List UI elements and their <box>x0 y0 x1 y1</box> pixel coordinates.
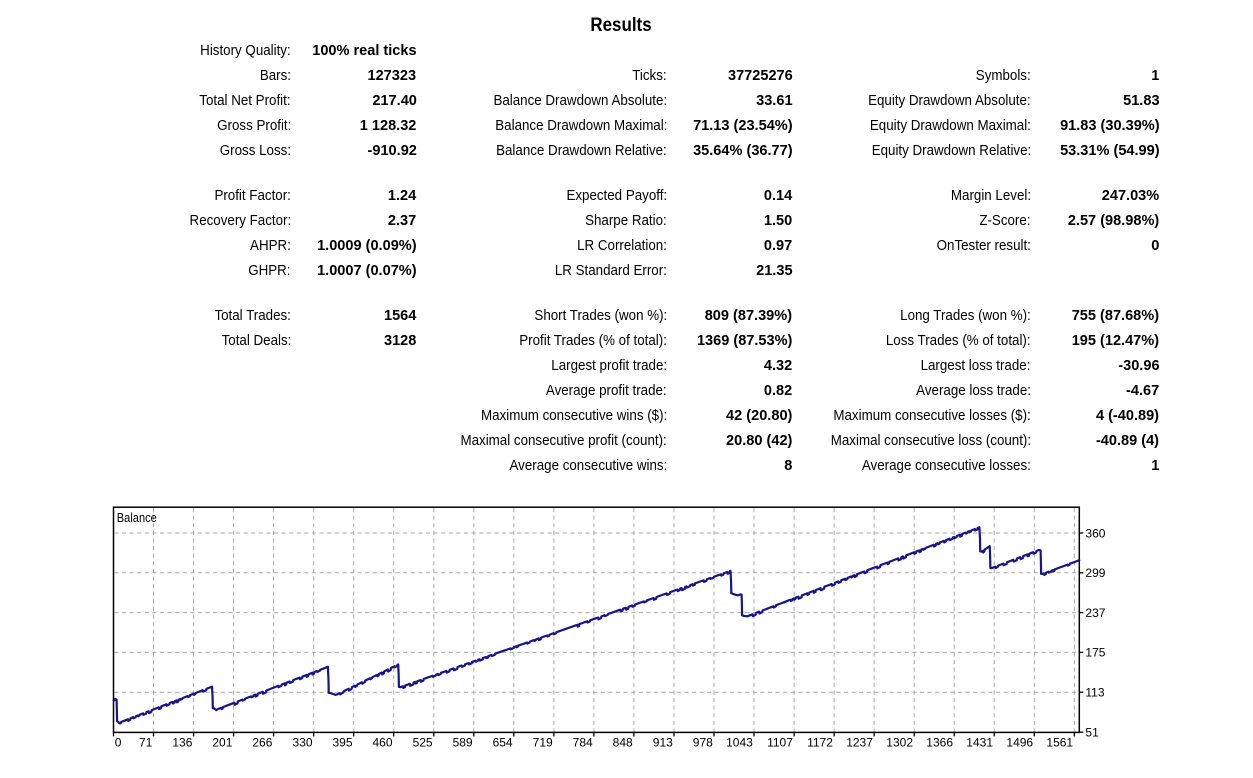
svg-text:330: 330 <box>292 736 312 750</box>
svg-text:848: 848 <box>613 736 633 750</box>
svg-text:525: 525 <box>413 736 433 750</box>
svg-text:113: 113 <box>1085 686 1104 700</box>
svg-text:589: 589 <box>453 736 473 750</box>
svg-text:978: 978 <box>693 736 713 750</box>
svg-text:1043: 1043 <box>726 736 753 750</box>
svg-text:1496: 1496 <box>1006 736 1033 750</box>
svg-text:360: 360 <box>1085 526 1105 540</box>
svg-text:51: 51 <box>1085 726 1099 740</box>
svg-text:1107: 1107 <box>767 736 793 750</box>
svg-text:1302: 1302 <box>886 736 913 750</box>
svg-text:395: 395 <box>332 736 352 750</box>
svg-text:913: 913 <box>653 736 673 750</box>
svg-text:175: 175 <box>1085 646 1105 660</box>
svg-text:136: 136 <box>172 736 192 750</box>
svg-text:1172: 1172 <box>807 736 833 750</box>
svg-text:654: 654 <box>493 736 513 750</box>
svg-text:266: 266 <box>252 736 272 750</box>
svg-text:Balance: Balance <box>117 510 157 525</box>
svg-text:71: 71 <box>139 736 153 750</box>
svg-text:460: 460 <box>372 736 392 750</box>
svg-text:0: 0 <box>115 736 122 750</box>
svg-text:201: 201 <box>212 736 232 750</box>
svg-text:237: 237 <box>1085 606 1105 620</box>
svg-text:299: 299 <box>1085 566 1105 580</box>
svg-text:1237: 1237 <box>846 736 873 750</box>
svg-text:784: 784 <box>573 736 593 750</box>
svg-text:1561: 1561 <box>1046 736 1073 750</box>
svg-text:1431: 1431 <box>966 736 993 750</box>
svg-text:1366: 1366 <box>926 736 953 750</box>
svg-text:719: 719 <box>533 736 553 750</box>
